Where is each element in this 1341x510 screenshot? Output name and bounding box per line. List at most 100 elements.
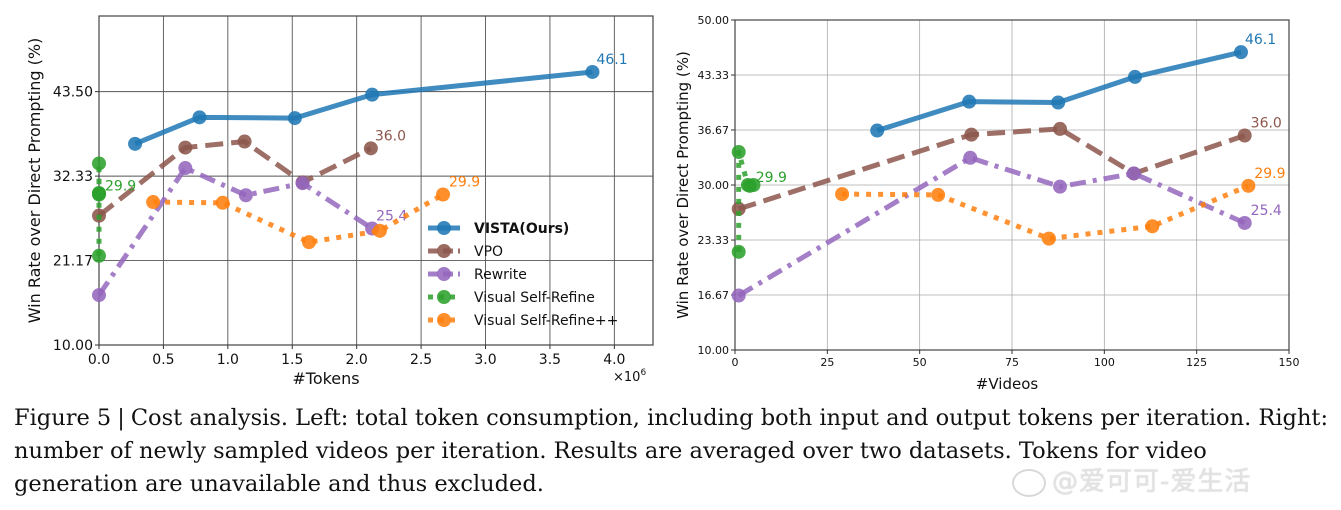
x-tick-label: 0.0 [88,352,110,368]
data-point [963,150,978,165]
data-point [146,195,161,210]
data-point [1145,219,1160,234]
x-tick-label: 2.5 [410,352,432,368]
data-point [295,176,310,191]
data-label: 29.9 [105,178,136,194]
x-tick-label: 3.5 [539,352,561,368]
y-tick-label: 23.33 [698,234,730,247]
data-point [731,244,746,259]
legend-swatch-marker [437,313,451,327]
data-point [731,288,746,303]
y-tick-label: 32.33 [53,169,93,185]
data-point [1233,45,1248,60]
x-tick-label: 0 [732,356,739,369]
data-point [92,187,106,202]
data-point [237,134,252,149]
data-label: 25.4 [1251,203,1282,219]
data-point [302,235,317,250]
legend: VISTA(Ours) VPO Rewrite Visual Self-Refine V… [428,221,618,329]
y-tick-label: 43.33 [698,69,730,82]
x-axis-label: #Videos [976,375,1039,393]
caption-label: Figure 5 [14,405,112,431]
x-tick-label: 1.0 [217,352,239,368]
x-axis-multiplier: ×106 [613,368,646,385]
x-tick-label: 100 [1094,356,1115,369]
data-label: 25.4 [376,209,407,225]
data-point [1041,231,1056,246]
y-tick-label: 10.00 [53,338,93,354]
y-tick-label: 36.67 [698,124,730,137]
x-tick-label: 2.0 [346,352,368,368]
data-point [1053,121,1068,136]
data-point [92,248,106,263]
data-point [215,195,230,210]
caption-separator: | [117,405,125,431]
x-axis-label: #Tokens [292,369,359,388]
y-axis-label: Win Rate over Direct Prompting (%) [674,51,692,319]
data-label: 29.9 [1254,166,1285,182]
data-point [238,188,253,203]
watermark: @爱可可-爱生活 [1012,461,1251,498]
series-visual-self-refine: 29.9 [146,174,480,250]
x-tick-label: 4.0 [603,352,625,368]
data-label: 46.1 [1245,32,1276,48]
y-tick-label: 30.00 [698,179,730,192]
series-visual-self-refine: 29.9 [731,145,787,259]
series-line-vpo [737,126,1246,212]
data-point [585,64,600,79]
series-line-rewrite [737,155,1246,298]
series-visual-self-refine: 29.9 [835,166,1286,246]
series-rewrite: 25.4 [731,150,1282,303]
data-point [731,145,746,159]
legend-swatch-marker [437,244,451,258]
y-tick-label: 50.00 [698,14,730,27]
series-line-vpo [97,139,372,218]
data-point [870,123,885,138]
series-line-rewrite [96,165,374,297]
data-point [92,156,106,171]
figure-caption: Figure 5 | Cost analysis. Left: total toke… [14,402,1334,501]
watermark-text: @爱可可-爱生活 [1052,467,1252,497]
data-label: 29.9 [756,170,787,186]
chart-right-videos: 0 25 50 75 100 125 150 10.00 16.67 23.33 30.00 36.6… [674,14,1300,393]
data-point [363,141,378,156]
x-tick-label: 0.5 [152,352,174,368]
x-tick-label: 125 [1186,356,1207,369]
data-point [287,111,302,126]
series-vista-ours: 46.1 [128,52,628,151]
legend-swatch-marker [437,290,451,304]
x-tick-label: 50 [913,356,927,369]
data-label: 36.0 [375,128,406,144]
data-label: 46.1 [596,52,627,68]
data-point [128,136,143,151]
y-tick-label: 43.50 [53,85,93,101]
data-point [1051,95,1066,110]
legend-label: Visual Self-Refine [474,290,595,306]
data-point [962,94,977,109]
data-point [1053,179,1068,194]
data-label: 29.9 [449,174,480,190]
data-point [372,223,387,238]
caption-text: Cost analysis. Left: total token consump… [14,405,1329,497]
data-point [435,187,450,202]
x-tick-label: 150 [1279,356,1300,369]
data-point [365,87,380,102]
y-tick-label: 16.67 [698,289,730,302]
x-tick-label: 25 [820,356,834,369]
series-line-vista-ours [876,49,1242,133]
x-axis-multiplier-exponent: 6 [640,368,646,378]
data-point [1241,178,1256,193]
x-tick-label: 3.0 [474,352,496,368]
data-point [731,201,746,216]
legend-swatch-marker [437,221,451,235]
legend-label: VPO [474,244,503,260]
series-line-vista-ours [134,69,593,147]
data-label: 36.0 [1251,116,1282,132]
data-point [742,178,757,193]
data-point [1127,69,1142,84]
y-tick-label: 10.00 [698,344,730,357]
figure-canvas: 0.0 0.5 1.0 1.5 2.0 2.5 3.0 3.5 4.0 10.00 21.17 32.… [25,14,1300,393]
data-point [178,161,193,176]
data-point [1126,166,1141,181]
legend-swatch-marker [437,267,451,281]
